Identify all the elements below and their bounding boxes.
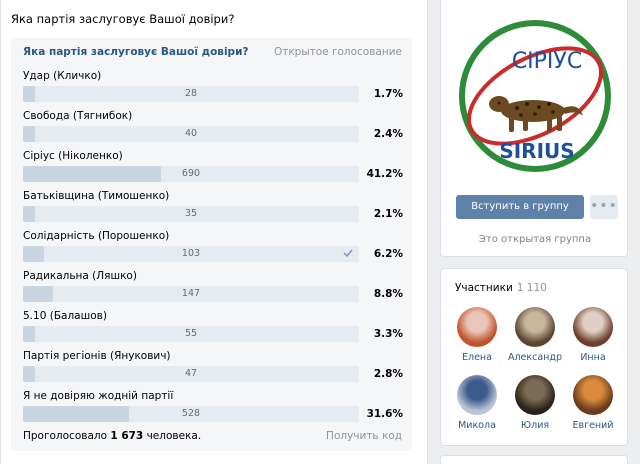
poll-answer-label: Сіріус (Ніколенко) [23, 150, 123, 162]
poll-answer-percent: 2.8% [373, 368, 403, 380]
member-avatar[interactable] [457, 375, 497, 415]
poll-answer-bar: 103 [23, 246, 359, 262]
poll-answer-percent: 1.7% [373, 88, 403, 100]
poll-answer-label: Я не довіряю жодній партії [23, 390, 174, 402]
poll-answer[interactable]: Удар (Кличко) 28 1.7% [23, 70, 403, 104]
logo-text-top: СІРІУС [512, 49, 582, 74]
member-avatar[interactable] [573, 307, 613, 347]
member-name[interactable]: Евгений [572, 420, 614, 431]
poll-answer[interactable]: Солідарність (Порошенко) 103 6.2% [23, 230, 403, 264]
poll-answer-percent: 3.3% [373, 328, 403, 340]
poll-answer-count: 690 [181, 168, 201, 179]
next-card [440, 455, 628, 464]
poll-answer-count: 40 [184, 128, 198, 139]
voted-summary: Проголосовало 1 673 человека. [23, 430, 201, 442]
member-name[interactable]: Юлия [520, 420, 550, 431]
poll-answer-label: Свобода (Тягнибок) [23, 110, 133, 122]
poll-answer-label: 5.10 (Балашов) [23, 310, 107, 322]
poll-answer-fill [23, 166, 161, 182]
poll-answer-bar: 147 [23, 286, 359, 302]
join-group-button[interactable]: Вступить в группу [456, 195, 584, 219]
poll: Яка партія заслуговує Вашої довіри? Откр… [11, 38, 412, 451]
voted-suffix: человека. [146, 430, 202, 442]
voted-count: 1 673 [110, 430, 144, 442]
poll-answer-label: Солідарність (Порошенко) [23, 230, 170, 242]
poll-answer-count: 47 [184, 368, 198, 379]
poll-answer-label: Батьківщина (Тимошенко) [23, 190, 170, 202]
open-group-label: Это открытая группа [478, 234, 592, 245]
poll-header: Яка партія заслуговує Вашої довіри? Откр… [23, 46, 402, 62]
poll-answer[interactable]: Сіріус (Ніколенко) 690 41.2% [23, 150, 403, 184]
poll-answer-label: Радикальна (Ляшко) [23, 270, 137, 282]
poll-answer-percent: 8.8% [373, 288, 403, 300]
check-icon [343, 249, 353, 258]
more-actions-button[interactable]: ••• [590, 195, 618, 219]
wall-post-card: Яка партія заслуговує Вашої довіри? Яка … [0, 0, 428, 464]
member-name[interactable]: Инна [580, 352, 606, 363]
member-name[interactable]: Александр [507, 352, 562, 363]
member-avatar[interactable] [515, 375, 555, 415]
poll-answer-bar: 28 [23, 86, 359, 102]
group-logo[interactable]: СІРІУС SIRIUS [455, 16, 615, 176]
member-item[interactable]: Микола [449, 375, 505, 439]
poll-answer-percent: 2.4% [373, 128, 403, 140]
poll-answer-fill [23, 286, 53, 302]
poll-title: Яка партія заслуговує Вашої довіри? [23, 46, 249, 58]
poll-answer-label: Удар (Кличко) [23, 70, 102, 82]
members-card: Участники 1 110 Елена Александр Инна Микола Ю… [440, 268, 628, 446]
member-avatar[interactable] [515, 307, 555, 347]
poll-answer-fill [23, 366, 35, 382]
poll-answer-count: 55 [184, 328, 198, 339]
sirius-logo-icon: СІРІУС SIRIUS [459, 20, 611, 172]
member-item[interactable]: Евгений [565, 375, 621, 439]
poll-answer-bar: 55 [23, 326, 359, 342]
poll-answer[interactable]: Партія регіонів (Янукович) 47 2.8% [23, 350, 403, 384]
poll-answer-percent: 2.1% [373, 208, 403, 220]
poll-answer-fill [23, 86, 35, 102]
poll-answer-fill [23, 326, 35, 342]
poll-answer-fill [23, 206, 35, 222]
post-text: Яка партія заслуговує Вашої довіри? [11, 12, 235, 26]
group-card: СІРІУС SIRIUS Вступить в группу ••• Это … [440, 0, 628, 257]
members-title: Участники [455, 282, 513, 294]
member-item[interactable]: Юлия [507, 375, 563, 439]
poll-answer-percent: 41.2% [366, 168, 403, 180]
poll-answer-fill [23, 126, 35, 142]
poll-answer-bar: 528 [23, 406, 359, 422]
poll-answer-bar: 35 [23, 206, 359, 222]
poll-answer[interactable]: Радикальна (Ляшко) 147 8.8% [23, 270, 403, 304]
members-header[interactable]: Участники 1 110 [455, 282, 547, 294]
poll-answer-bar: 47 [23, 366, 359, 382]
member-avatar[interactable] [573, 375, 613, 415]
poll-answer-bar: 40 [23, 126, 359, 142]
poll-answer-count: 28 [184, 88, 198, 99]
member-item[interactable]: Елена [449, 307, 505, 371]
member-name[interactable]: Микола [458, 420, 496, 431]
member-name[interactable]: Елена [462, 352, 492, 363]
voted-prefix: Проголосовало [23, 430, 108, 442]
poll-answer[interactable]: Свобода (Тягнибок) 40 2.4% [23, 110, 403, 144]
poll-answer-count: 103 [181, 248, 201, 259]
poll-answer-count: 528 [181, 408, 201, 419]
logo-text-bottom: SIRIUS [499, 139, 574, 163]
member-avatar[interactable] [457, 307, 497, 347]
poll-answer[interactable]: Я не довіряю жодній партії 528 31.6% [23, 390, 403, 424]
poll-footer: Проголосовало 1 673 человека. Получить к… [23, 430, 402, 444]
member-item[interactable]: Инна [565, 307, 621, 371]
poll-answer-fill [23, 406, 129, 422]
members-count: 1 110 [516, 282, 547, 294]
poll-answer-label: Партія регіонів (Янукович) [23, 350, 171, 362]
poll-answer-bar: 690 [23, 166, 359, 182]
poll-type-label: Открытое голосование [273, 46, 402, 58]
get-code-link[interactable]: Получить код [326, 430, 402, 442]
poll-answer[interactable]: 5.10 (Балашов) 55 3.3% [23, 310, 403, 344]
poll-answer-fill [23, 246, 44, 262]
member-item[interactable]: Александр [507, 307, 563, 371]
poll-answer[interactable]: Батьківщина (Тимошенко) 35 2.1% [23, 190, 403, 224]
poll-answer-percent: 31.6% [366, 408, 403, 420]
poll-answer-percent: 6.2% [373, 248, 403, 260]
poll-answer-count: 35 [184, 208, 198, 219]
poll-answer-count: 147 [181, 288, 201, 299]
